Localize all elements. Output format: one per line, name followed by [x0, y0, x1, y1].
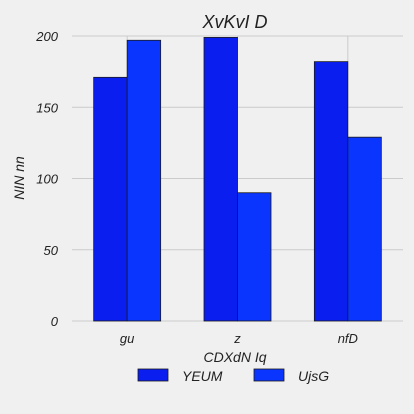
bar-ujsg-z [237, 192, 272, 322]
y-axis-label: NIN nn [11, 156, 27, 200]
bar-yeum-nfD [313, 61, 349, 322]
bar-yeum-z [203, 37, 238, 322]
y-tick-label-0: 0 [51, 314, 59, 329]
y-tick-labels: 0 50 100 150 200 [35, 29, 58, 329]
bars [93, 37, 382, 322]
bar-ujsg-gu [126, 39, 162, 322]
x-tick-labels: gu z nfD [120, 331, 358, 346]
legend-label-yeum: YEUM [182, 368, 223, 384]
x-axis-label: CDXdN Iq [203, 349, 266, 365]
legend: YEUM UjsG [137, 368, 329, 384]
legend-swatch-ujsg [253, 368, 285, 382]
x-tick-label-z: z [233, 331, 241, 346]
legend-label-ujsg: UjsG [298, 368, 329, 384]
y-tick-label-200: 200 [35, 29, 58, 44]
legend-swatch-yeum [137, 368, 169, 382]
x-tick-label-nfD: nfD [338, 331, 358, 346]
y-tick-label-100: 100 [36, 172, 58, 187]
bar-ujsg-nfD [347, 136, 382, 322]
bar-yeum-gu [93, 76, 128, 322]
chart-title: XvKvI D [201, 12, 267, 32]
y-tick-label-50: 50 [44, 243, 59, 258]
y-tick-label-150: 150 [36, 100, 58, 115]
x-tick-label-gu: gu [120, 331, 134, 346]
